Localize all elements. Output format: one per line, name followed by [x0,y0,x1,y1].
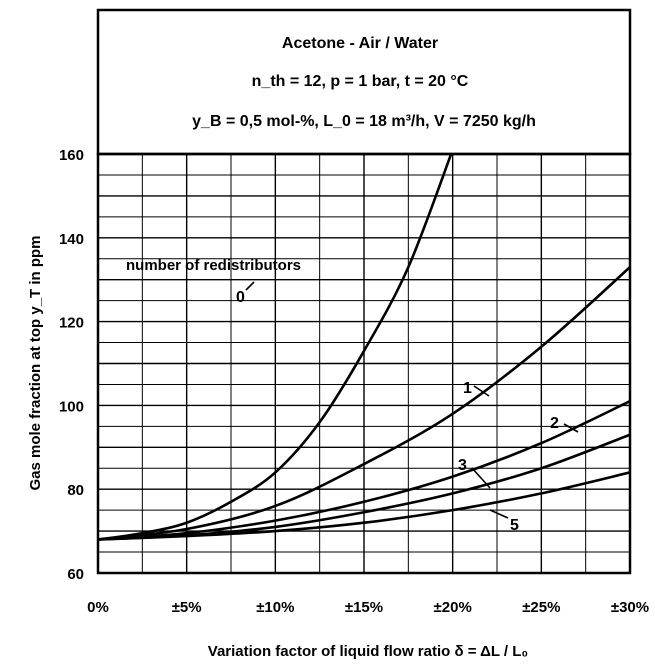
series-leader-0 [245,281,255,291]
y-axis-label: Gas mole fraction at top y_T in ppm [27,235,44,490]
x-tick-label: ±10% [256,599,294,616]
y-tick-label: 100 [59,398,84,415]
title-line-3: y_B = 0,5 mol-%, L_0 = 18 m³/h, V = 7250… [192,113,536,130]
x-tick-label: 0% [87,599,109,616]
series-label-3: 3 [458,457,467,474]
series-layer: 0 1 2 3 5 [98,154,630,541]
series-leader-3 [471,467,491,489]
x-tick-label: ±30% [611,599,649,616]
x-tick-label: ±25% [522,599,560,616]
annotation-redistributors: number of redistributors [126,257,301,274]
series-label-2: 2 [550,415,559,432]
series-leader-2 [563,423,579,433]
grid [98,154,630,573]
title-line-2: n_th = 12, p = 1 bar, t = 20 °C [252,73,469,90]
y-tick-label: 140 [59,231,84,248]
y-tick-label: 80 [67,482,84,499]
series-line-2 [98,400,630,541]
tick-labels: 0% ±5% ±10% ±15% ±20% ±25% ±30%608010012014016… [59,147,649,616]
x-axis-label: Variation factor of liquid flow ratio δ … [208,643,528,660]
series-label-5: 5 [510,517,519,534]
y-tick-label: 160 [59,147,84,164]
series-label-0: 0 [236,289,245,306]
series-leader-1 [473,385,490,397]
series-leader-5 [489,509,509,519]
series-line-1 [98,266,630,541]
x-tick-label: ±15% [345,599,383,616]
plot-frame [96,152,632,575]
series-line-0 [98,154,453,541]
y-tick-label: 120 [59,315,84,332]
series-label-1: 1 [463,380,472,397]
y-tick-label: 60 [67,566,84,583]
x-tick-label: ±5% [172,599,202,616]
series-line-5 [98,471,630,541]
title-line-1: Acetone - Air / Water [282,35,438,52]
x-tick-label: ±20% [434,599,472,616]
